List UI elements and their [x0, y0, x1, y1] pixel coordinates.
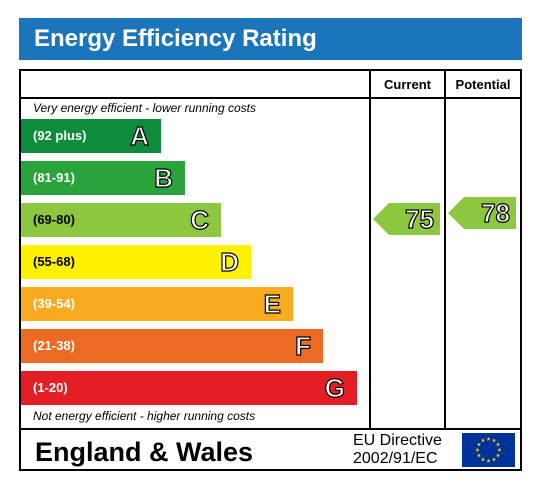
flag-star — [476, 442, 482, 447]
flag-star — [491, 457, 497, 462]
band-e: (39-54) E — [21, 287, 293, 321]
band-letter: D — [220, 246, 240, 277]
note-inefficient: Not energy efficient - higher running co… — [33, 409, 256, 423]
flag-star — [475, 447, 480, 452]
column-divider-current — [369, 69, 371, 430]
band-range-label: (69-80) — [33, 212, 75, 227]
band-b: (81-91) B — [21, 161, 185, 195]
flag-star — [495, 442, 501, 447]
flag-star — [476, 453, 482, 458]
band-range-label: (39-54) — [33, 296, 75, 311]
flag-star — [495, 453, 501, 458]
flag-star — [480, 457, 486, 462]
column-divider-potential — [444, 69, 446, 430]
band-range-label: (21-38) — [33, 338, 75, 353]
directive-line-2: 2002/91/EC — [353, 450, 438, 467]
rating-table — [19, 69, 522, 471]
band-range-label: (55-68) — [33, 254, 75, 269]
band-letter: B — [154, 162, 174, 193]
directive-line-1: EU Directive — [353, 432, 442, 449]
band-letter: C — [190, 204, 210, 235]
flag-star — [480, 438, 486, 443]
potential-rating-arrow-value: 78 — [480, 197, 510, 228]
potential-rating-arrow: 78 — [448, 197, 516, 229]
header-divider — [19, 97, 522, 99]
column-header-potential: Potential — [455, 77, 511, 92]
band-letter: G — [324, 372, 345, 403]
band-range-label: (92 plus) — [33, 128, 87, 143]
footer-directive: EU Directive 2002/91/EC — [353, 432, 442, 468]
flag-star — [491, 438, 497, 443]
footer-divider — [19, 428, 522, 430]
flag-star — [486, 436, 491, 441]
band-d: (55-68) D — [21, 245, 251, 279]
note-efficient: Very energy efficient - lower running co… — [33, 101, 256, 115]
band-f: (21-38) F — [21, 329, 323, 363]
band-letter: A — [130, 120, 150, 151]
flag-star — [486, 458, 491, 463]
band-range-label: (81-91) — [33, 170, 75, 185]
band-letter: E — [263, 288, 282, 319]
current-rating-arrow-value: 75 — [404, 203, 434, 234]
current-rating-arrow: 75 — [373, 203, 440, 235]
band-c: (69-80) C — [21, 203, 221, 237]
eu-flag-icon — [462, 433, 515, 467]
band-g: (1-20) G — [21, 371, 357, 405]
band-a: (92 plus) A — [21, 119, 161, 153]
flag-star — [497, 447, 502, 452]
column-header-current: Current — [384, 77, 431, 92]
page-title: Energy Efficiency Rating — [19, 18, 522, 60]
band-letter: F — [295, 330, 312, 361]
footer-country: England & Wales — [35, 437, 254, 467]
band-range-label: (1-20) — [33, 380, 68, 395]
